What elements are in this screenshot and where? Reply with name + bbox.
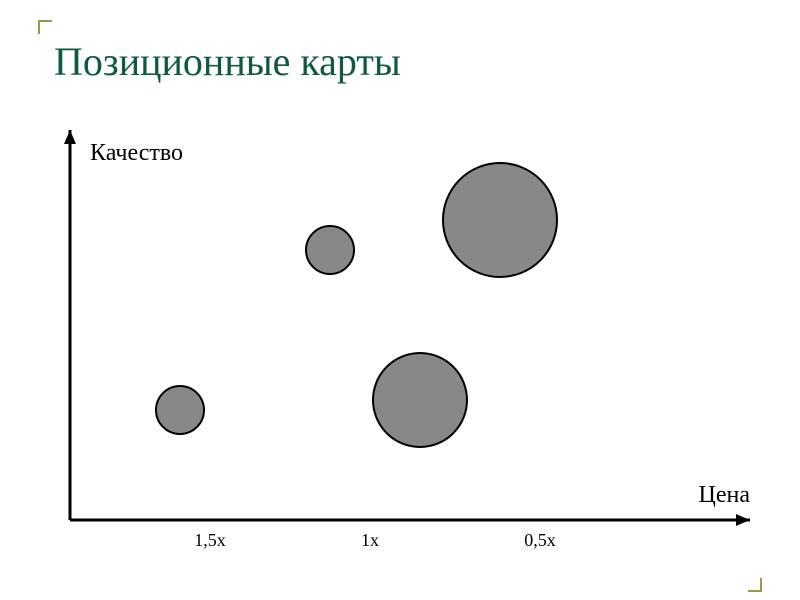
- x-axis-label: Цена: [699, 482, 750, 509]
- bubble: [372, 352, 468, 448]
- x-tick-label: 1x: [361, 530, 379, 551]
- bubble: [442, 162, 558, 278]
- frame-corner-top-left: [38, 20, 52, 34]
- x-tick-label: 0,5x: [524, 530, 556, 551]
- frame-corner-bottom-right: [748, 578, 762, 592]
- page-title: Позиционные карты: [54, 38, 401, 85]
- axes: [50, 130, 750, 550]
- x-tick-label: 1,5x: [194, 530, 226, 551]
- bubble: [155, 385, 205, 435]
- y-axis-label: Качество: [90, 140, 183, 167]
- x-axis-arrow: [736, 514, 750, 526]
- bubble: [305, 225, 355, 275]
- positioning-map-chart: Качество Цена 1,5x 1x 0,5x: [50, 130, 750, 550]
- y-axis-arrow: [64, 130, 76, 144]
